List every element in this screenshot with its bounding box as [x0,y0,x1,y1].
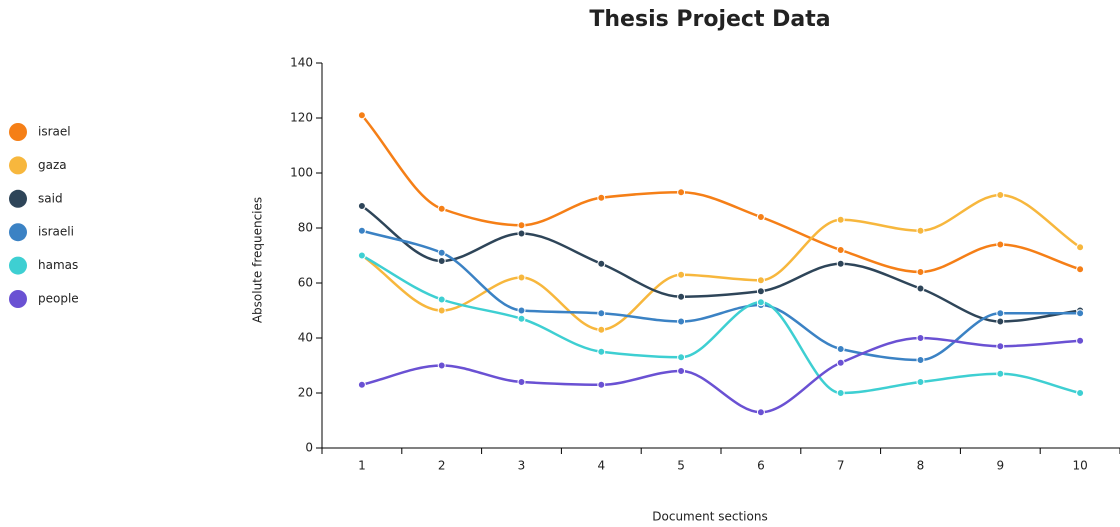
data-point [517,378,526,386]
data-point [836,345,845,353]
data-point [437,257,446,265]
data-point [756,276,765,285]
chart-title: Thesis Project Data [589,7,830,32]
data-point [357,251,366,260]
data-point [517,221,526,230]
x-tick-label: 1 [358,459,366,473]
data-point [836,215,845,224]
data-point [677,270,686,279]
y-tick-label: 120 [290,111,313,125]
legend-swatch [9,156,27,175]
data-point [756,287,765,296]
y-tick-label: 60 [298,276,313,290]
x-axis-label: Document sections [652,510,767,524]
data-point [437,361,446,370]
series-line [361,229,1081,362]
data-point [1076,265,1085,274]
legend-swatch [9,123,27,141]
data-point [836,389,845,397]
data-point [756,298,765,307]
y-tick-label: 80 [298,221,313,235]
data-point [756,213,765,221]
y-tick-label: 100 [290,166,313,180]
data-point [597,309,606,318]
data-point [996,317,1005,326]
legend-swatch [9,223,27,242]
x-tick-label: 3 [518,459,526,473]
data-point [916,226,925,235]
data-point [517,273,526,282]
series-line [360,114,1081,274]
data-point [597,259,606,268]
legend-label: gaza [38,158,67,172]
data-point [1076,243,1085,252]
data-point [916,268,925,276]
data-point [916,284,925,293]
data-point [357,202,366,210]
data-point [1076,336,1085,345]
legend-label: hamas [38,258,78,272]
data-point [836,358,845,367]
y-tick-label: 0 [305,441,313,455]
data-point [357,380,366,389]
data-point [996,342,1005,351]
data-point [1076,309,1085,318]
data-point [357,226,366,235]
data-point [916,378,925,386]
data-point [357,111,366,120]
data-point [597,193,606,202]
y-axis-label: Absolute frequencies [251,197,265,323]
data-point [677,353,686,362]
data-point [517,306,526,315]
data-point [916,356,925,364]
data-point [597,347,606,356]
data-point [597,380,606,389]
series-line [361,336,1081,414]
data-point [517,314,526,323]
data-point [756,408,765,417]
x-tick-label: 2 [438,459,446,473]
series-line [361,254,1081,395]
legend-label: people [38,292,79,306]
data-point [517,229,526,238]
legend-label: israel [38,125,71,139]
x-tick-label: 8 [917,459,925,473]
data-point [677,317,686,326]
data-point [437,204,446,213]
legend-label: israeli [38,225,74,239]
data-point [677,292,686,301]
data-point [677,188,686,197]
legend-swatch [9,256,27,275]
y-tick-label: 40 [298,331,313,345]
x-tick-label: 5 [677,459,685,473]
y-tick-label: 140 [290,56,313,70]
data-point [996,309,1005,318]
data-point [996,191,1005,199]
data-point [916,334,925,342]
x-tick-label: 4 [597,459,605,473]
data-point [836,259,845,268]
y-tick-label: 20 [298,386,313,400]
data-point [996,240,1005,249]
legend-swatch [9,189,27,208]
x-tick-label: 6 [757,459,765,473]
x-tick-label: 9 [996,459,1004,473]
series-line [361,204,1081,323]
data-point [996,369,1005,378]
x-tick-label: 7 [837,459,845,473]
data-point [597,325,606,334]
data-point [437,248,446,257]
legend-label: said [38,191,63,205]
data-point [836,246,845,254]
series-line [361,193,1081,332]
data-point [437,295,446,304]
data-point [677,367,686,375]
legend-swatch [9,290,27,308]
x-tick-label: 10 [1072,459,1087,473]
data-point [437,306,446,315]
data-point [1076,389,1085,397]
